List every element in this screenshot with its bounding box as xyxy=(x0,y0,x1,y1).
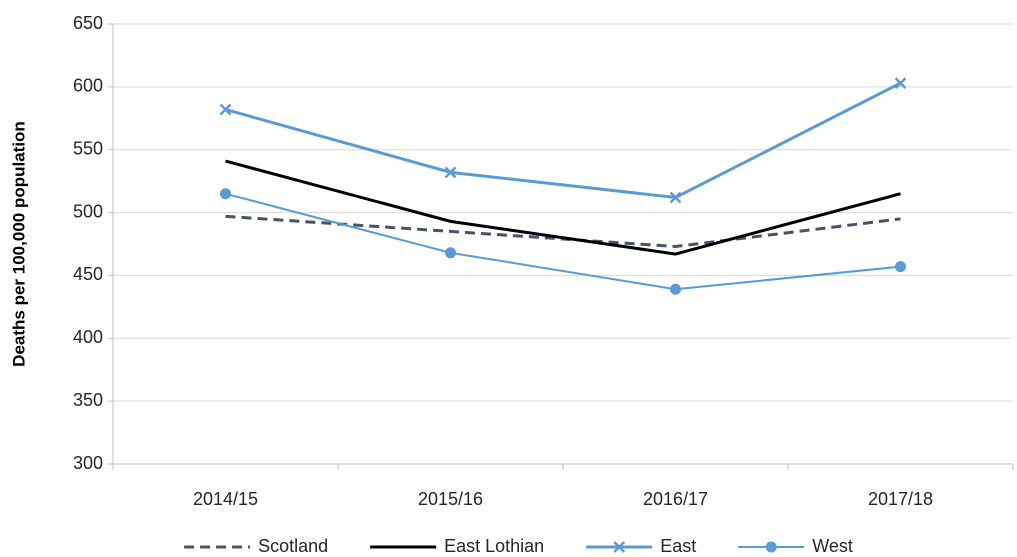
point-marker xyxy=(895,261,906,273)
x-tick-label: 2017/18 xyxy=(868,489,933,509)
legend-item: West xyxy=(738,536,853,556)
legend-item: East xyxy=(586,536,696,556)
y-tick-label: 450 xyxy=(73,264,103,284)
y-tick-label: 400 xyxy=(73,327,103,347)
series xyxy=(220,188,906,295)
series xyxy=(219,77,907,204)
x-tick-label: 2015/16 xyxy=(418,489,483,509)
point-marker xyxy=(445,247,456,259)
point-marker xyxy=(444,166,457,179)
y-axis-label: Deaths per 100,000 population xyxy=(9,121,28,367)
point-marker xyxy=(220,188,231,200)
series-line xyxy=(225,159,901,256)
y-tick-label: 550 xyxy=(73,138,103,158)
legend-label: Scotland xyxy=(258,536,328,556)
legend-marker xyxy=(765,541,777,553)
x-tick-label: 2016/17 xyxy=(643,489,708,509)
legend-label: East Lothian xyxy=(444,536,544,556)
series xyxy=(225,159,901,256)
legend-marker xyxy=(613,541,626,553)
y-tick-label: 650 xyxy=(73,13,103,33)
legend-label: West xyxy=(812,536,853,556)
legend-item: East Lothian xyxy=(370,536,544,556)
series-line xyxy=(225,81,902,200)
series-line xyxy=(225,192,901,291)
point-marker xyxy=(894,77,907,89)
legend: Scotland East Lothian East West xyxy=(184,536,853,556)
y-tick-label: 600 xyxy=(73,76,103,96)
legend-label: East xyxy=(660,536,696,556)
point-marker xyxy=(670,283,681,295)
x-tick-label: 2014/15 xyxy=(193,489,258,509)
y-tick-label: 300 xyxy=(73,453,103,473)
point-marker xyxy=(219,103,232,116)
legend-item: Scotland xyxy=(184,536,328,556)
point-marker xyxy=(669,191,682,204)
y-tick-label: 500 xyxy=(73,201,103,221)
y-tick-label: 350 xyxy=(73,390,103,410)
